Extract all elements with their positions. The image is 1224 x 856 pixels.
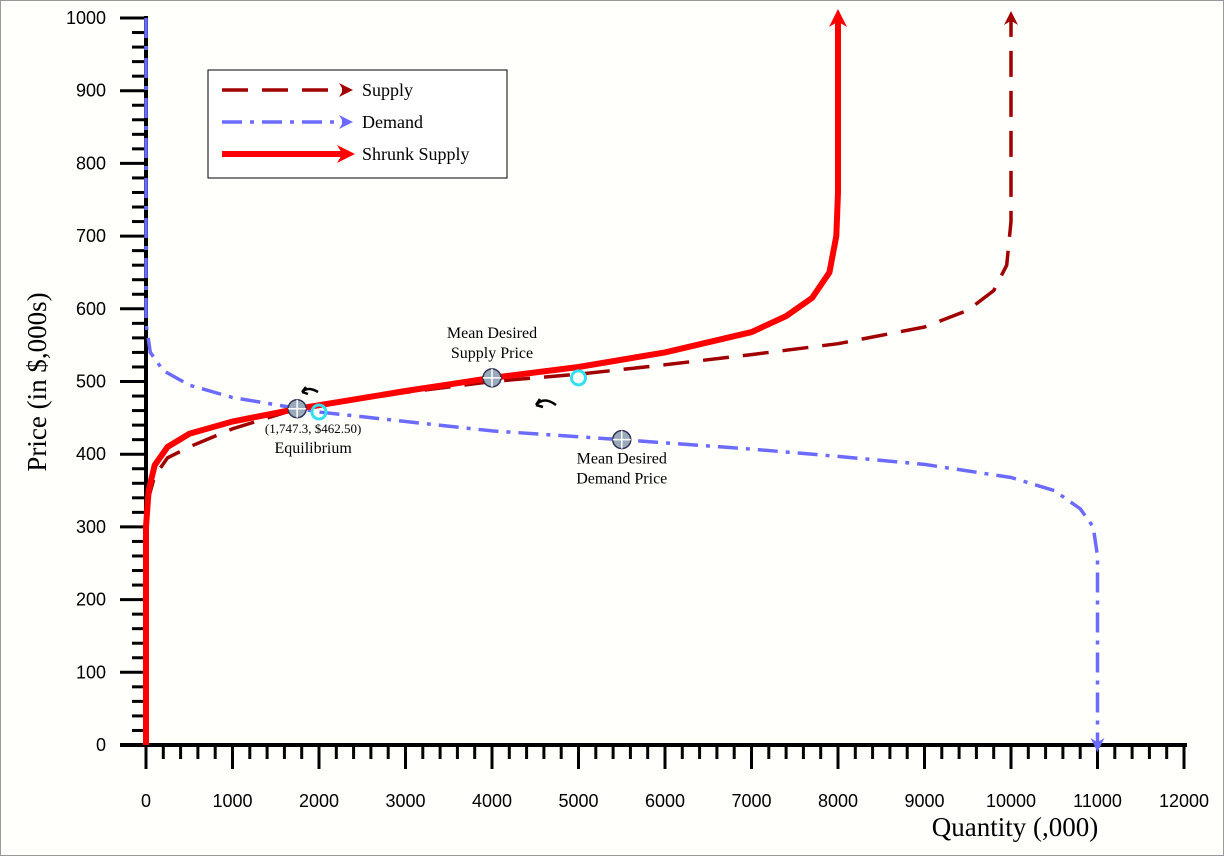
point-cross [483, 368, 501, 387]
series-line [144, 10, 1018, 745]
x-tick-label: 8000 [818, 791, 858, 811]
y-tick-label: 300 [76, 517, 106, 537]
x-tick-label: 2000 [299, 791, 339, 811]
y-tick-label: 0 [96, 735, 106, 755]
y-tick-label: 800 [76, 153, 106, 173]
point-label: (1,747.3, $462.50) [265, 421, 361, 436]
point-marker [612, 429, 632, 450]
y-tick-label: 1000 [66, 8, 106, 28]
y-tick-label: 700 [76, 226, 106, 246]
legend-label: Supply [362, 80, 413, 100]
x-tick-label: 10000 [986, 791, 1036, 811]
point-label: Mean Desired [577, 451, 667, 468]
legend-box [207, 69, 508, 179]
marker [310, 403, 328, 421]
x-tick-label: 5000 [558, 791, 598, 811]
y-tick-label: 200 [76, 590, 106, 610]
legend-label: Demand [362, 112, 423, 132]
y-tick-label: 400 [76, 444, 106, 464]
x-tick-label: 1000 [212, 791, 252, 811]
y-tick-label: 100 [76, 662, 106, 682]
x-tick-label: 7000 [731, 791, 771, 811]
x-tick-label: 4000 [472, 791, 512, 811]
y-tick-label: 600 [76, 299, 106, 319]
x-tick-label: 6000 [645, 791, 685, 811]
x-axis-label: Quantity (,000) [932, 812, 1098, 842]
x-tick-label: 11000 [1073, 791, 1122, 811]
marker [570, 369, 587, 387]
y-axis-label: Price (in $,000s) [22, 292, 52, 471]
x-tick-label: 12000 [1159, 791, 1209, 811]
legend-label: Shrunk Supply [362, 144, 470, 164]
x-tick-label: 9000 [904, 791, 944, 811]
point-marker [482, 368, 502, 388]
point-cross [288, 399, 307, 418]
x-tick-label: 0 [141, 791, 151, 811]
point-label: Demand Price [576, 471, 667, 488]
point-label: Equilibrium [274, 440, 352, 457]
point-label: Supply Price [451, 345, 533, 362]
y-tick-label: 900 [76, 81, 106, 101]
series-line [144, 18, 1105, 752]
point-marker [287, 399, 307, 419]
y-tick-label: 500 [76, 372, 106, 392]
x-tick-label: 3000 [385, 791, 425, 811]
point-cross [612, 430, 631, 449]
shift-arrow [534, 398, 557, 409]
point-label: Mean Desired [447, 325, 537, 342]
shift-arrow [301, 386, 319, 396]
